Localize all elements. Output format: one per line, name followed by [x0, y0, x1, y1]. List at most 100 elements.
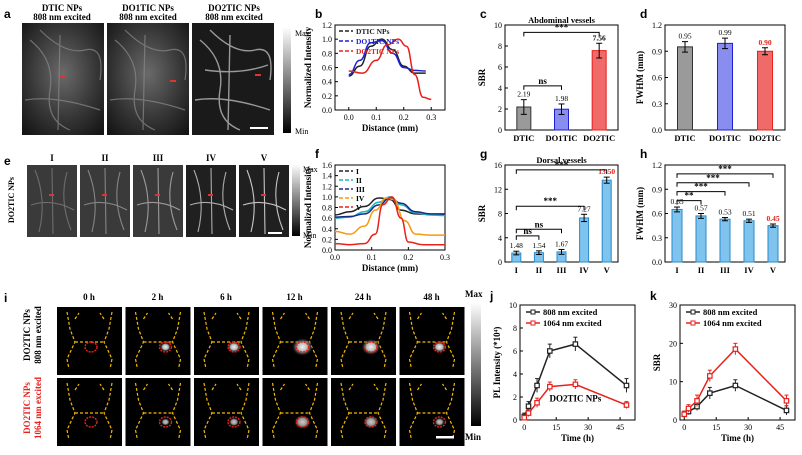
e-title-4: IV — [206, 153, 217, 163]
image-background — [262, 378, 328, 446]
y-tick-label: 0.6 — [652, 210, 662, 219]
y-tick-label: 20 — [669, 339, 677, 348]
significance-bracket — [676, 200, 702, 205]
data-point — [525, 410, 532, 416]
data-point — [707, 390, 713, 396]
chart-k: 0 10 20 30 0 15 30 45 Time (h) SBR 808 nm excited1… — [652, 301, 796, 443]
category-label: V — [770, 265, 777, 275]
i-image-r1-c2 — [125, 307, 191, 375]
y-tick-label: 8 — [513, 324, 517, 333]
significance-bracket — [515, 235, 540, 240]
i-time-label-3: 6 h — [220, 292, 232, 302]
category-label: II — [698, 265, 705, 275]
significance-label: ns — [523, 226, 532, 236]
legend-marker — [530, 309, 536, 315]
bar — [677, 46, 693, 131]
y-tick-label: 2 — [513, 393, 517, 402]
y-axis-label: SBR — [477, 204, 487, 222]
bar — [591, 50, 607, 131]
bar — [671, 208, 683, 263]
a-image-1 — [22, 23, 104, 135]
image-background — [399, 378, 465, 446]
chart-d: 0.0 0.3 0.6 0.9 1.2 FWHM (mm) 0.95 DTIC 0.99 DO1T… — [635, 21, 786, 143]
y-tick-label: 0 — [673, 416, 677, 425]
tumor-roi — [84, 416, 98, 428]
a-title-1-line2: 808 nm excited — [33, 12, 91, 22]
series-line-b-2 — [348, 39, 426, 76]
i-colorbar-min: Min — [465, 432, 481, 442]
value-label: 0.53 — [718, 208, 731, 217]
y-tick-label: 6 — [498, 63, 502, 72]
y-tick-label: 0.9 — [652, 185, 662, 194]
bar — [757, 50, 773, 131]
data-point — [525, 403, 532, 410]
significance-bracket — [676, 182, 750, 187]
i-colorbar: Max Min — [465, 289, 483, 442]
i-image-r1-c4 — [262, 307, 328, 375]
data-point — [707, 373, 713, 379]
a-title-1-line1: DTIC NPs — [42, 3, 83, 13]
bar — [767, 225, 779, 263]
x-tick-label: 0.0 — [330, 253, 340, 262]
data-point — [732, 382, 739, 389]
y-tick-label: 1.0 — [322, 193, 332, 202]
y-tick-label: 1.2 — [652, 21, 662, 30]
y-tick-label: 0.6 — [322, 214, 332, 223]
significance-label: *** — [694, 182, 708, 192]
i-row2-line1: DO2TIC NPs — [22, 382, 32, 434]
legend-label: III — [356, 185, 365, 194]
y-tick-label: 0.6 — [652, 74, 662, 83]
y-tick-label: 4 — [498, 84, 502, 93]
body-outline — [66, 382, 113, 441]
x-tick-label: 0.1 — [371, 113, 381, 122]
x-tick-label: 15 — [552, 423, 560, 432]
y-tick-label: 0.0 — [652, 126, 662, 135]
tumor-roi — [295, 341, 310, 353]
x-tick-label: 0.3 — [440, 253, 450, 262]
value-label: 0.51 — [742, 209, 755, 218]
y-tick-label: 0.3 — [652, 100, 662, 109]
y-tick-label: 1.0 — [322, 35, 332, 44]
i-image-r1-c1 — [57, 307, 122, 375]
data-point — [732, 346, 739, 352]
panel-a-label: a — [4, 7, 11, 21]
bar — [743, 220, 755, 263]
panel-i-label: i — [4, 291, 7, 305]
legend-label: IV — [356, 194, 365, 203]
legend-label: 1064 nm excited — [543, 318, 602, 328]
i-image-r2-c5 — [331, 378, 396, 446]
value-label: 0.45 — [766, 214, 779, 223]
series-line-b-3 — [348, 38, 432, 101]
category-label: I — [515, 265, 519, 275]
y-tick-label: 4 — [498, 234, 502, 243]
data-point — [572, 381, 579, 388]
a-image-3 — [192, 23, 274, 135]
y-tick-label: 0.3 — [652, 234, 662, 243]
tumor-signal — [227, 341, 241, 353]
i-image-r2-c1 — [57, 378, 122, 446]
significance-bracket — [515, 228, 562, 234]
tumor-signal — [160, 417, 171, 427]
tumor-roi — [295, 416, 310, 428]
y-axis-label: PL Intensity (*10⁴) — [492, 327, 502, 399]
x-tick-label: 0 — [522, 423, 526, 432]
panel-f-label: f — [315, 147, 320, 161]
legend-label: DTIC NPs — [356, 27, 390, 36]
data-point — [534, 382, 540, 389]
y-tick-label: 1.2 — [652, 161, 662, 170]
y-axis-label: SBR — [477, 68, 487, 86]
e-image-3 — [133, 165, 183, 237]
e-images — [27, 165, 289, 237]
a-title-3-line2: 808 nm excited — [205, 12, 263, 22]
panel-j-label: j — [489, 289, 493, 303]
data-point — [685, 405, 692, 412]
bar — [717, 42, 733, 131]
significance-bracket — [676, 173, 774, 178]
data-point — [681, 411, 688, 418]
a-title-2-line2: 808 nm excited — [119, 12, 177, 22]
image-background — [331, 307, 396, 375]
category-label: DO2TIC — [583, 133, 615, 143]
i-image-r2-c4 — [262, 378, 328, 446]
